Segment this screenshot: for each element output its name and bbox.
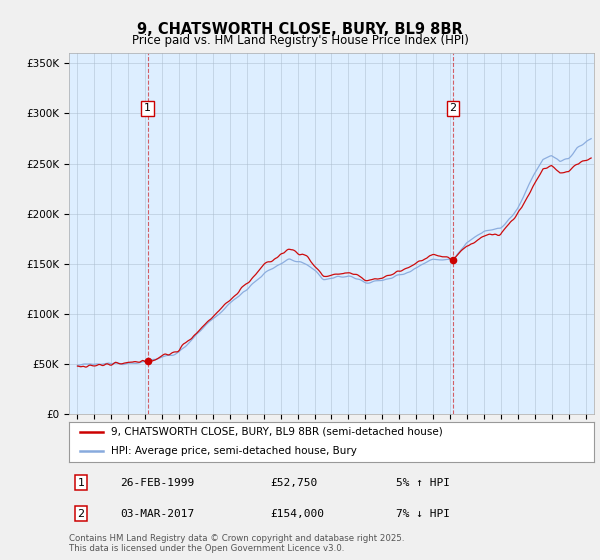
Text: 2: 2 — [77, 508, 85, 519]
Text: 9, CHATSWORTH CLOSE, BURY, BL9 8BR (semi-detached house): 9, CHATSWORTH CLOSE, BURY, BL9 8BR (semi… — [111, 427, 443, 437]
Text: 1: 1 — [144, 104, 151, 113]
Text: 5% ↑ HPI: 5% ↑ HPI — [396, 478, 450, 488]
Text: 03-MAR-2017: 03-MAR-2017 — [120, 508, 194, 519]
Text: £52,750: £52,750 — [270, 478, 317, 488]
Text: 26-FEB-1999: 26-FEB-1999 — [120, 478, 194, 488]
Text: Contains HM Land Registry data © Crown copyright and database right 2025.
This d: Contains HM Land Registry data © Crown c… — [69, 534, 404, 553]
Text: 1: 1 — [77, 478, 85, 488]
Text: 7% ↓ HPI: 7% ↓ HPI — [396, 508, 450, 519]
Text: Price paid vs. HM Land Registry's House Price Index (HPI): Price paid vs. HM Land Registry's House … — [131, 34, 469, 46]
Text: 9, CHATSWORTH CLOSE, BURY, BL9 8BR: 9, CHATSWORTH CLOSE, BURY, BL9 8BR — [137, 22, 463, 38]
Text: £154,000: £154,000 — [270, 508, 324, 519]
Text: 2: 2 — [449, 104, 457, 113]
Text: HPI: Average price, semi-detached house, Bury: HPI: Average price, semi-detached house,… — [111, 446, 357, 456]
